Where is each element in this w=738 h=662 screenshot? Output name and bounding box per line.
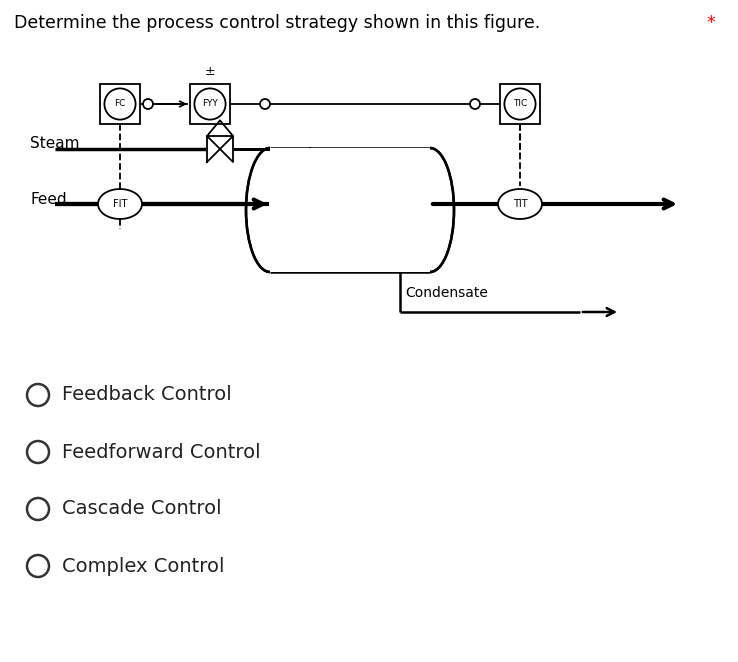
- Text: ±: ±: [204, 65, 215, 78]
- Text: Complex Control: Complex Control: [62, 557, 224, 575]
- Polygon shape: [207, 120, 233, 136]
- Text: Steam: Steam: [30, 136, 80, 152]
- Text: Feedforward Control: Feedforward Control: [62, 442, 261, 461]
- Text: TIT: TIT: [513, 199, 528, 209]
- Text: FYY: FYY: [202, 99, 218, 109]
- Circle shape: [143, 99, 153, 109]
- Text: Condensate: Condensate: [405, 286, 488, 300]
- Circle shape: [504, 89, 536, 120]
- Circle shape: [260, 99, 270, 109]
- Circle shape: [27, 441, 49, 463]
- Text: Cascade Control: Cascade Control: [62, 500, 221, 518]
- Text: FC: FC: [114, 99, 125, 109]
- Text: Determine the process control strategy shown in this figure.: Determine the process control strategy s…: [14, 14, 540, 32]
- Circle shape: [27, 384, 49, 406]
- Text: TIC: TIC: [513, 99, 527, 109]
- Text: *: *: [706, 14, 714, 32]
- Circle shape: [104, 89, 136, 120]
- Circle shape: [194, 89, 226, 120]
- Bar: [500, 84, 540, 124]
- Bar: [190, 84, 230, 124]
- Polygon shape: [207, 136, 233, 162]
- Ellipse shape: [98, 189, 142, 219]
- Bar: [100, 84, 140, 124]
- Text: Feedback Control: Feedback Control: [62, 385, 232, 404]
- Ellipse shape: [498, 189, 542, 219]
- Text: FIT: FIT: [113, 199, 127, 209]
- Circle shape: [27, 555, 49, 577]
- Circle shape: [27, 498, 49, 520]
- Bar: [270, 148, 430, 272]
- Text: Feed: Feed: [30, 191, 66, 207]
- Circle shape: [470, 99, 480, 109]
